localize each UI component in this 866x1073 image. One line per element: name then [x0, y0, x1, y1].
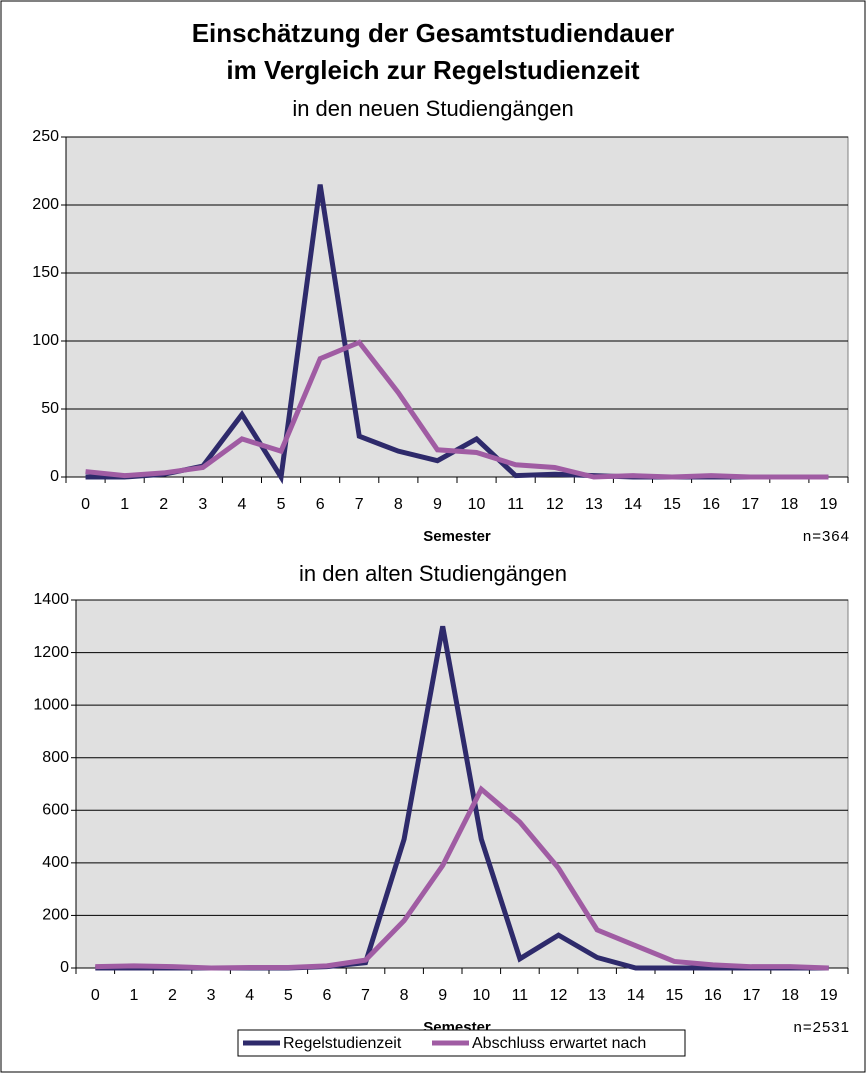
legend-label: Abschluss erwartet nach: [472, 1035, 646, 1052]
x-tick-label: 4: [245, 987, 254, 1004]
series-line: [85, 339, 829, 480]
x-tick-label: 17: [741, 496, 759, 513]
x-tick-label: 4: [237, 496, 246, 513]
x-tick-label: 19: [820, 987, 838, 1004]
y-tick-label: 1000: [33, 696, 69, 713]
x-tick-label: 14: [627, 987, 645, 1004]
y-tick-label: 1200: [33, 644, 69, 661]
y-tick-label: 200: [32, 196, 59, 213]
x-tick-label: 16: [704, 987, 722, 1004]
x-tick-label: 15: [663, 496, 681, 513]
x-tick-label: 5: [277, 496, 286, 513]
plot-area: [65, 136, 849, 478]
chart-title: im Vergleich zur Regelstudienzeit: [226, 55, 640, 85]
x-tick-label: 15: [665, 987, 683, 1004]
x-tick-label: 6: [316, 496, 325, 513]
annotation: n=364: [803, 528, 850, 545]
x-tick-label: 2: [168, 987, 177, 1004]
legend-label: Regelstudienzeit: [283, 1035, 402, 1052]
x-tick-label: 7: [355, 496, 364, 513]
y-tick-label: 0: [60, 959, 69, 976]
x-tick-label: 2: [159, 496, 168, 513]
x-tick-label: 8: [394, 496, 403, 513]
x-tick-label: 11: [507, 496, 524, 513]
x-axis-label: Semester: [423, 528, 491, 545]
x-tick-label: 18: [781, 987, 799, 1004]
x-tick-label: 0: [91, 987, 100, 1004]
y-tick-label: 50: [41, 400, 59, 417]
x-tick-label: 9: [433, 496, 442, 513]
x-tick-label: 13: [585, 496, 603, 513]
subtitle: in den alten Studiengängen: [299, 561, 567, 586]
x-tick-label: 16: [702, 496, 720, 513]
y-tick-label: 1400: [33, 591, 69, 608]
legend-box: [237, 1029, 686, 1057]
x-tick-label: 6: [322, 987, 331, 1004]
x-tick-label: 11: [512, 987, 529, 1004]
x-tick-label: 10: [472, 987, 490, 1004]
chart-title: Einschätzung der Gesamtstudiendauer: [192, 18, 675, 48]
x-tick-label: 3: [207, 987, 216, 1004]
x-tick-label: 10: [468, 496, 486, 513]
y-tick-label: 0: [50, 468, 59, 485]
y-tick-label: 100: [32, 332, 59, 349]
y-tick-label: 800: [42, 749, 69, 766]
x-tick-label: 12: [550, 987, 568, 1004]
x-tick-label: 5: [284, 987, 293, 1004]
x-tick-label: 1: [129, 987, 138, 1004]
x-tick-label: 1: [120, 496, 129, 513]
x-tick-label: 18: [780, 496, 798, 513]
x-tick-label: 14: [624, 496, 642, 513]
x-tick-label: 13: [588, 987, 606, 1004]
plot-area: [75, 599, 849, 969]
y-tick-label: 600: [42, 802, 69, 819]
x-tick-label: 8: [400, 987, 409, 1004]
y-tick-label: 400: [42, 854, 69, 871]
subtitle: in den neuen Studiengängen: [292, 96, 573, 121]
annotation: n=2531: [794, 1019, 850, 1036]
y-tick-label: 200: [42, 907, 69, 924]
y-tick-label: 250: [32, 128, 59, 145]
series-line: [95, 785, 829, 971]
y-tick-label: 150: [32, 264, 59, 281]
x-tick-label: 3: [198, 496, 207, 513]
x-tick-label: 9: [438, 987, 447, 1004]
x-tick-label: 19: [820, 496, 838, 513]
x-tick-label: 12: [546, 496, 564, 513]
x-tick-label: 0: [81, 496, 90, 513]
x-tick-label: 7: [361, 987, 370, 1004]
x-tick-label: 17: [743, 987, 761, 1004]
